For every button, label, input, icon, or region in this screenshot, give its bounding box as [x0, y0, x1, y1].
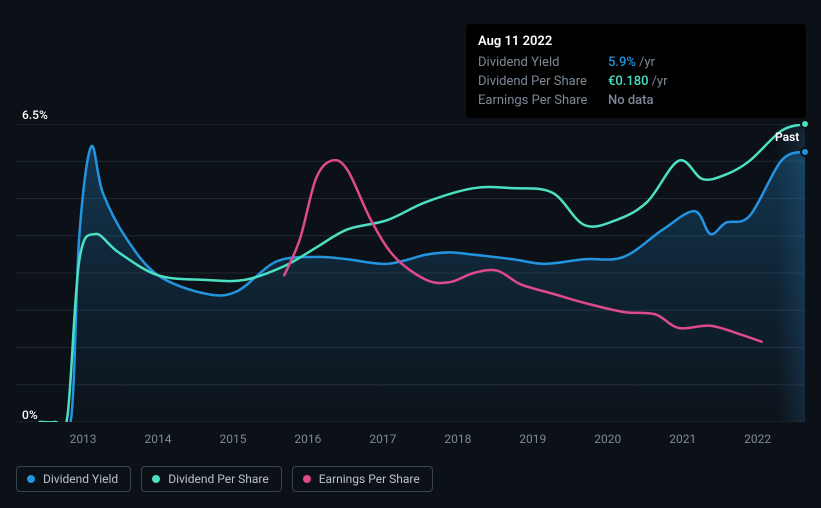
chart-legend: Dividend Yield Dividend Per Share Earnings… [16, 466, 433, 492]
tooltip-row-unit: /yr [652, 74, 668, 89]
legend-item-label: Dividend Per Share [168, 472, 269, 486]
legend-item[interactable]: Dividend Per Share [141, 466, 282, 492]
tooltip-row-label: Earnings Per Share [478, 93, 608, 108]
tooltip-row-value: 5.9%/yr [608, 55, 655, 70]
x-axis-tick-label: 2020 [594, 432, 621, 446]
x-axis-tick-label: 2018 [444, 432, 471, 446]
series-area-dividend_yield [40, 146, 805, 422]
tooltip-row-value: €0.180/yr [608, 74, 667, 89]
x-axis-tick-label: 2019 [519, 432, 546, 446]
legend-dot-icon [27, 475, 35, 483]
dividend-chart: Aug 11 2022 Dividend Yield5.9%/yrDividen… [0, 0, 821, 508]
tooltip-row: Earnings Per ShareNo data [478, 91, 794, 110]
series-end-dot-dividend_per_share [800, 119, 810, 129]
tooltip-row-unit: /yr [639, 55, 655, 70]
tooltip-row-value: No data [608, 93, 654, 108]
x-axis-tick-label: 2016 [294, 432, 321, 446]
tooltip-row: Dividend Yield5.9%/yr [478, 53, 794, 72]
x-axis-tick-label: 2015 [219, 432, 246, 446]
tooltip-row-label: Dividend Yield [478, 55, 608, 70]
legend-item-label: Dividend Yield [43, 472, 118, 486]
chart-tooltip: Aug 11 2022 Dividend Yield5.9%/yrDividen… [466, 24, 806, 118]
x-axis-tick-label: 2022 [744, 432, 771, 446]
tooltip-row: Dividend Per Share€0.180/yr [478, 72, 794, 91]
legend-item-label: Earnings Per Share [319, 472, 420, 486]
legend-item[interactable]: Dividend Yield [16, 466, 131, 492]
plot-area[interactable] [16, 124, 805, 422]
series-end-dot-dividend_yield [800, 147, 810, 157]
x-axis-tick-label: 2014 [145, 432, 172, 446]
past-marker-label: Past [775, 130, 799, 144]
tooltip-date: Aug 11 2022 [478, 32, 794, 53]
x-axis-tick-label: 2013 [70, 432, 97, 446]
x-axis-tick-label: 2021 [669, 432, 696, 446]
legend-dot-icon [152, 475, 160, 483]
y-axis-max-label: 6.5% [22, 108, 48, 122]
x-axis-tick-label: 2017 [369, 432, 396, 446]
legend-item[interactable]: Earnings Per Share [292, 466, 433, 492]
tooltip-row-label: Dividend Per Share [478, 74, 608, 89]
legend-dot-icon [303, 475, 311, 483]
